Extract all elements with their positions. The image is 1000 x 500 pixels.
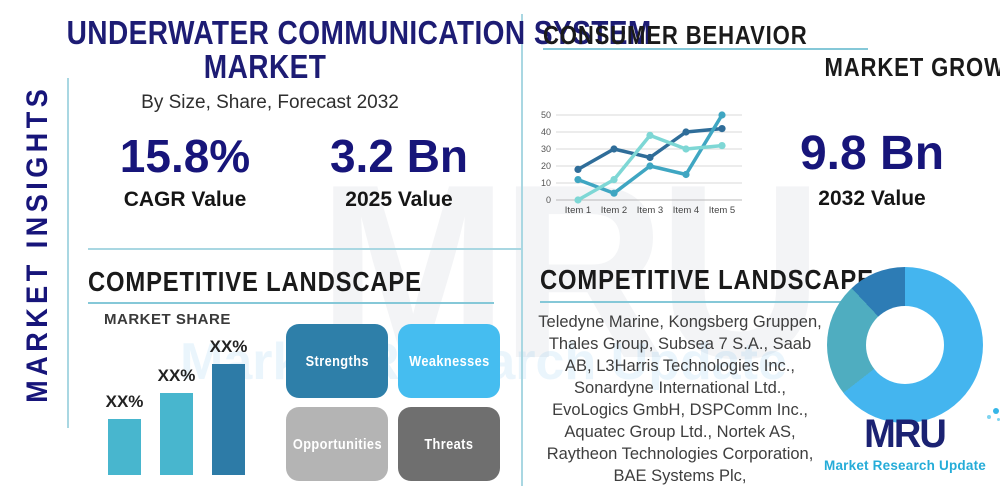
market-share-bar-3: XX% — [209, 335, 248, 475]
consumer-behavior-heading: CONSUMER BEHAVIOR — [543, 20, 808, 50]
light-aqua-series-marker — [574, 196, 582, 204]
x-axis-category-label: Item 5 — [709, 205, 735, 216]
value-2025: 3.2 Bn — [329, 130, 469, 182]
left-horizontal-divider — [88, 248, 521, 250]
market-share-bar-chart: XX% XX% XX% — [105, 335, 248, 475]
market-growth-heading: MARKET GROWTH — [824, 52, 1000, 82]
teal-series-marker — [574, 176, 582, 184]
swot-weaknesses-box: Weaknesses — [398, 324, 500, 398]
light-aqua-series-marker — [718, 142, 726, 150]
market-share-label: MARKET SHARE — [104, 311, 231, 328]
value-2025-stat: 3.2 Bn 2025 Value — [290, 133, 508, 212]
page-subtitle: By Size, Share, Forecast 2032 — [141, 92, 399, 113]
x-axis-category-label: Item 1 — [565, 205, 591, 216]
swot-opportunities-box: Opportunities — [286, 407, 388, 481]
cagr-label: CAGR Value — [123, 188, 247, 211]
donut-hole — [866, 306, 944, 384]
consumer-behavior-underline — [543, 48, 868, 50]
cagr-stat: 15.8% CAGR Value — [60, 133, 310, 212]
value-2032: 9.8 Bn — [799, 127, 945, 180]
company-list: Teledyne Marine, Kongsberg Gruppen, Thal… — [538, 313, 822, 485]
dark-blue-series-marker — [574, 165, 582, 173]
market-insights-label: MARKET INSIGHTS — [21, 84, 54, 403]
x-axis-category-label: Item 2 — [601, 205, 627, 216]
dark-blue-series-marker — [610, 145, 618, 153]
cagr-value: 15.8% — [119, 130, 251, 182]
left-vertical-divider — [67, 78, 69, 428]
bar-value-label: XX% — [105, 392, 144, 411]
page-title-line2: MARKET — [203, 47, 327, 85]
y-axis-tick-label: 40 — [541, 127, 551, 137]
swot-opportunities-label: Opportunities — [292, 435, 382, 453]
dark-blue-series-marker — [646, 153, 654, 162]
mru-logo-text: MRU — [864, 412, 948, 456]
teal-series-marker — [682, 170, 690, 179]
competitive-landscape-right-heading: COMPETITIVE LANDSCAPE — [540, 264, 874, 295]
swot-weaknesses-label: Weaknesses — [408, 352, 490, 370]
competitive-right-underline — [540, 301, 876, 303]
value-2025-label: 2025 Value — [345, 188, 453, 211]
y-axis-tick-label: 30 — [541, 144, 551, 154]
dark-blue-series-marker — [682, 128, 690, 136]
bar-rect — [212, 364, 245, 475]
swot-strengths-box: Strengths — [286, 324, 388, 398]
y-axis-tick-label: 0 — [546, 195, 551, 205]
bar-value-label: XX% — [157, 366, 196, 385]
light-aqua-series-marker — [610, 176, 618, 184]
swot-grid: Strengths Weaknesses Opportunities Threa… — [286, 324, 500, 481]
market-share-bar-1: XX% — [105, 335, 144, 475]
teal-series-marker — [718, 111, 726, 119]
light-aqua-series-marker — [646, 131, 654, 139]
bubbles-icon — [985, 408, 1000, 426]
page-title-line1: UNDERWATER COMMUNICATION SYSTEM — [66, 14, 652, 51]
competitive-landscape-left-heading: COMPETITIVE LANDSCAPE — [88, 266, 422, 297]
market-share-bar-2: XX% — [157, 335, 196, 475]
value-2032-label: 2032 Value — [818, 187, 926, 210]
bar-rect — [108, 419, 141, 475]
swot-threats-label: Threats — [424, 435, 474, 453]
bar-rect — [160, 393, 193, 475]
competitive-left-underline — [88, 302, 494, 304]
dark-blue-series-marker — [718, 125, 726, 133]
y-axis-tick-label: 20 — [541, 161, 551, 171]
teal-series-marker — [646, 162, 654, 170]
y-axis-tick-label: 50 — [541, 110, 551, 120]
x-axis-category-label: Item 4 — [673, 205, 699, 216]
x-axis-category-label: Item 3 — [637, 205, 663, 216]
mru-logo: MRU Market Research Update — [820, 408, 1000, 473]
center-vertical-divider — [521, 14, 523, 486]
page-title: UNDERWATER COMMUNICATION SYSTEM MARKET — [15, 16, 652, 85]
swot-threats-box: Threats — [398, 407, 500, 481]
y-axis-tick-label: 10 — [541, 178, 551, 188]
bar-value-label: XX% — [209, 337, 248, 356]
light-aqua-series-marker — [682, 145, 690, 153]
value-2032-stat: 9.8 Bn 2032 Value — [792, 130, 952, 211]
teal-series-marker — [610, 189, 618, 197]
market-growth-line-chart: 0 10 20 30 40 50 Item 1 Item 2 Item 3 Item 4 Item … — [530, 102, 762, 226]
mru-logo-tagline: Market Research Update — [824, 458, 986, 473]
swot-strengths-label: Strengths — [305, 352, 369, 370]
